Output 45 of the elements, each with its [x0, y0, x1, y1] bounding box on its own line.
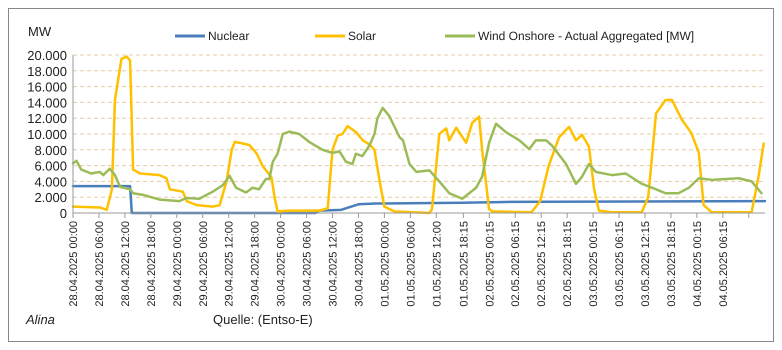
x-tick-label: 28.04.2025 06:00 [94, 221, 106, 307]
y-tick-label: 2.000 [34, 190, 67, 206]
y-tick-label: 10.000 [27, 127, 67, 142]
y-tick-label: 8.000 [34, 142, 67, 158]
x-tick-label: 03.05.2025 06:15 [614, 221, 626, 307]
x-tick-label: 04.05.2025 06:15 [718, 221, 730, 307]
line-series [72, 55, 765, 214]
x-tick-label: 29.04.2025 12:00 [224, 221, 236, 307]
y-tick-label: 14.000 [27, 95, 67, 110]
y-tick-label: 18.000 [27, 64, 67, 79]
x-tick-label: 30.04.2025 00:00 [276, 221, 288, 307]
x-tick-label: 30.04.2025 18:00 [353, 221, 366, 307]
line-series [72, 106, 763, 202]
x-tick-label: 01.05.2025 06:00 [405, 221, 418, 307]
y-tick-label: 4.000 [34, 174, 67, 190]
legend-label: Solar [348, 29, 376, 43]
y-tick-label: 16.000 [27, 80, 67, 95]
x-tick-label: 04.05.2025 00:15 [692, 221, 704, 307]
y-axis-title: MW [28, 24, 52, 39]
x-tick-label: 03.05.2025 00:15 [588, 221, 600, 307]
x-tick-label: 03.05.2025 12:15 [640, 221, 652, 307]
source-note: Quelle: (Entso-E) [213, 312, 313, 327]
x-tick-label: 29.04.2025 18:00 [250, 221, 262, 307]
x-tick-label: 02.05.2025 12:15 [536, 221, 548, 307]
y-tick-label: 12.000 [27, 111, 67, 126]
x-tick-label: 28.04.2025 12:00 [120, 221, 132, 307]
x-tick-label: 28.04.2025 18:00 [146, 221, 158, 307]
x-tick-label: 30.04.2025 12:00 [328, 221, 340, 307]
y-tick-label: 6.000 [34, 158, 67, 174]
x-tick-label: 02.05.2025 00:15 [484, 221, 496, 307]
x-tick-label: 29.04.2025 00:00 [172, 221, 184, 307]
x-tick-label: 01.05.2025 12:00 [431, 221, 444, 307]
x-tick-label: 30.04.2025 06:00 [302, 221, 314, 307]
y-tick-label: 20.000 [27, 48, 67, 63]
y-tick-label: 0 [60, 206, 67, 221]
legend-label: Wind Onshore - Actual Aggregated [MW] [478, 29, 694, 43]
x-tick-label: 28.04.2025 00:00 [68, 221, 80, 307]
x-tick-label: 02.05.2025 18:15 [562, 221, 574, 307]
x-tick-label: 02.05.2025 06:15 [510, 221, 522, 307]
x-tick-label: 01.05.2025 00:00 [379, 221, 392, 307]
x-tick-label: 03.05.2025 18:15 [666, 221, 678, 307]
x-tick-label: 29.04.2025 06:00 [198, 221, 210, 307]
x-tick-label: 01.05.2025 18:15 [458, 221, 470, 307]
legend-label: Nuclear [208, 29, 250, 43]
text: Alina [25, 312, 55, 327]
